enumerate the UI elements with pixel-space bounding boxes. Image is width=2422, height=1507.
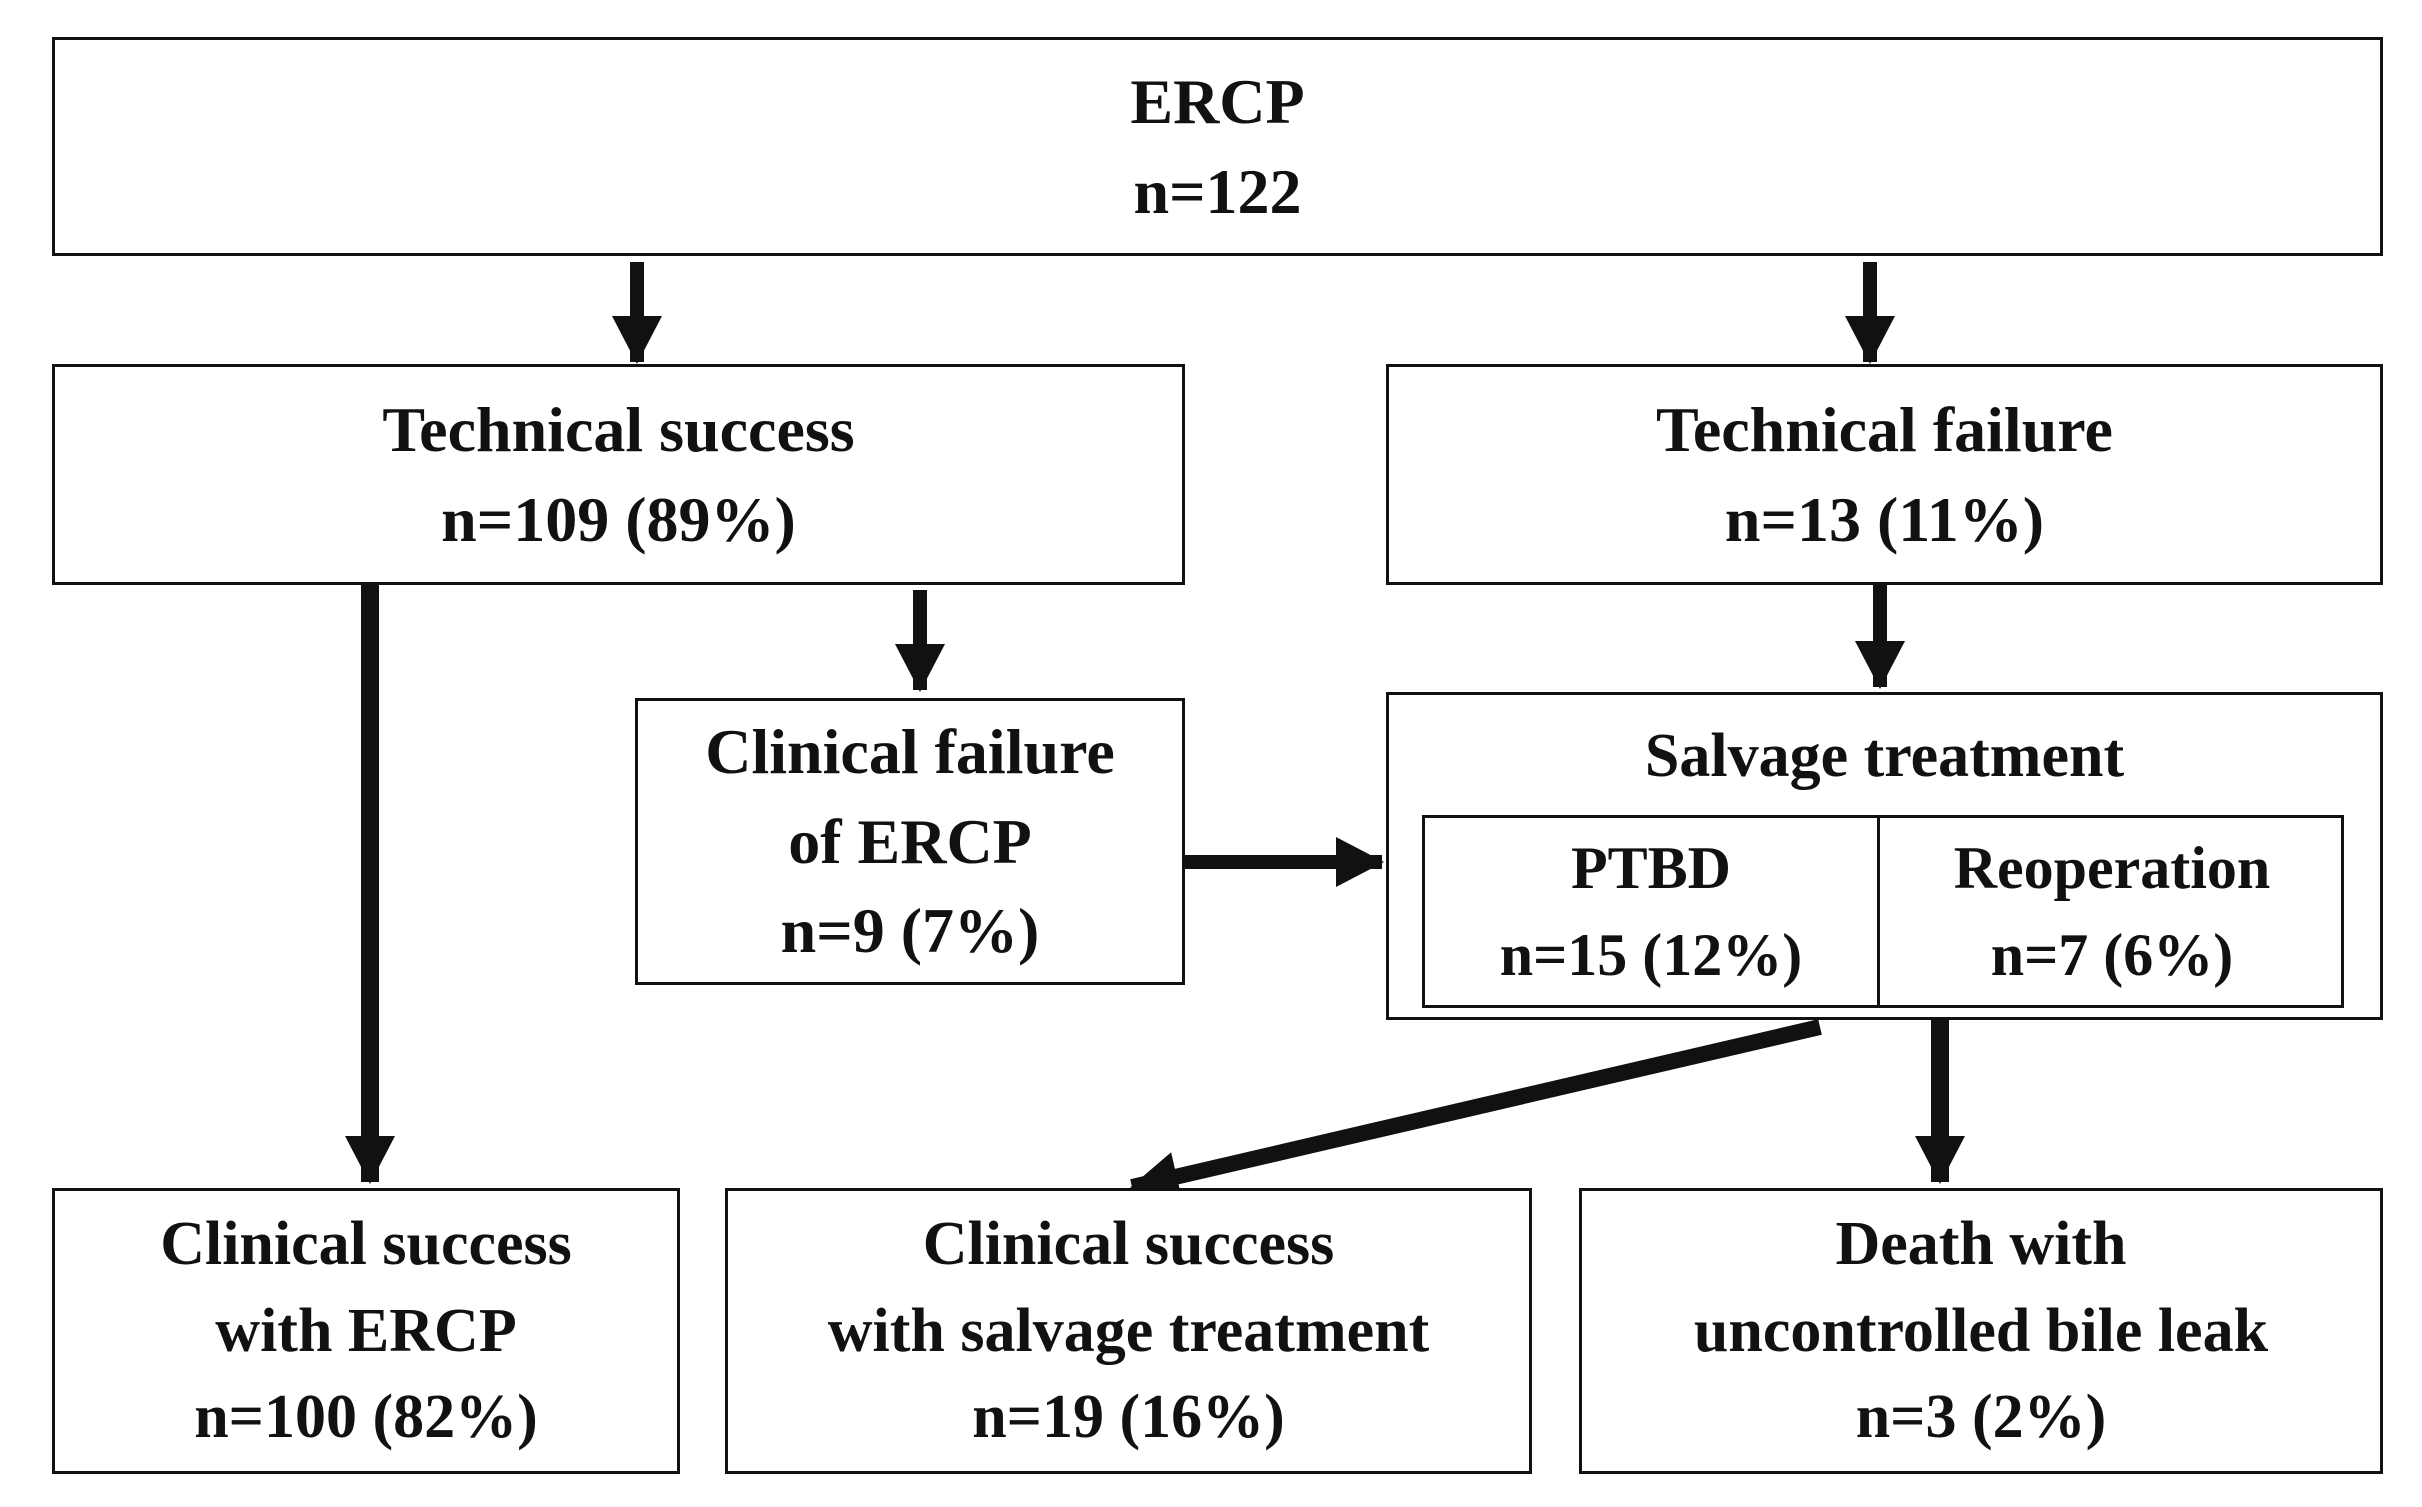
death-box: Death with uncontrolled bile leak n=3 (2…	[1579, 1188, 2383, 1474]
clinical-failure-line1: Clinical failure	[705, 716, 1115, 788]
technical-failure-box: Technical failure n=13 (11%)	[1386, 364, 2383, 585]
technical-failure-title: Technical failure	[1656, 393, 2113, 465]
clinical-failure-box: Clinical failure of ERCP n=9 (7%)	[635, 698, 1185, 985]
clinical-success-salvage-line1: Clinical success	[922, 1209, 1335, 1278]
clinical-success-salvage-count: n=19 (16%)	[972, 1383, 1285, 1452]
salvage-treatment-title: Salvage treatment	[1644, 722, 2125, 790]
clinical-success-ercp-count: n=100 (82%)	[194, 1383, 538, 1452]
death-line1: Death with	[1835, 1209, 2127, 1278]
technical-success-title: Technical success	[382, 393, 855, 465]
technical-success-count: n=109 (89%)	[441, 483, 796, 555]
salvage-subtable: PTBD n=15 (12%) Reoperation n=7 (6%)	[1422, 815, 2344, 1008]
clinical-success-salvage-line2: with salvage treatment	[827, 1296, 1430, 1365]
death-line2: uncontrolled bile leak	[1693, 1296, 2269, 1365]
clinical-success-ercp-line2: with ERCP	[215, 1296, 517, 1365]
clinical-success-salvage-box: Clinical success with salvage treatment …	[725, 1188, 1532, 1474]
reoperation-cell: Reoperation n=7 (6%)	[1883, 818, 2341, 1005]
death-count: n=3 (2%)	[1855, 1383, 2107, 1452]
ptbd-count: n=15 (12%)	[1499, 921, 1803, 988]
technical-failure-count: n=13 (11%)	[1724, 483, 2045, 555]
salvage-treatment-box: Salvage treatment	[1386, 692, 2383, 1020]
clinical-success-ercp-line1: Clinical success	[160, 1209, 572, 1278]
clinical-success-ercp-box: Clinical success with ERCP n=100 (82%)	[52, 1188, 680, 1474]
technical-success-box: Technical success n=109 (89%)	[52, 364, 1185, 585]
ptbd-title: PTBD	[1570, 834, 1732, 901]
ercp-box: ERCP n=122	[52, 37, 2383, 256]
clinical-failure-count: n=9 (7%)	[780, 895, 1040, 967]
ercp-title: ERCP	[1130, 65, 1305, 137]
arrow-salvage-to-clinical-success	[1130, 1019, 1822, 1201]
ercp-count: n=122	[1133, 155, 1302, 227]
reoperation-count: n=7 (6%)	[1990, 921, 2234, 988]
ptbd-cell: PTBD n=15 (12%)	[1425, 818, 1880, 1005]
clinical-failure-line2: of ERCP	[788, 805, 1032, 877]
reoperation-title: Reoperation	[1953, 834, 2271, 901]
